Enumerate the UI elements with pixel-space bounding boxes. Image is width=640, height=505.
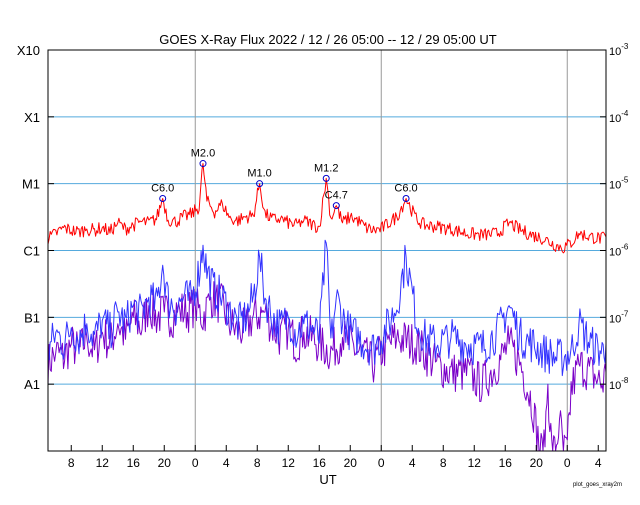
x-tick-label: 8 [254,456,261,470]
series-short_alt-line [47,281,607,452]
y-tick-label-right: 10-4 [609,109,629,125]
x-tick-label: 0 [564,456,571,470]
y-axis-ticks: X10 X1 M1 C1 B1 A1 10-3 10-4 10-5 10-6 10-7 10-8 [17,42,629,392]
flare-label: C6.0 [151,182,174,194]
y-tick-label-right: 10-3 [609,42,629,58]
day-boundary-lines [194,50,568,451]
flare-annotations: C6.0 M2.0 M1.0 M1.2 C4.7 C6.0 [151,148,418,210]
flare-marker [322,174,330,182]
series-lines [47,163,607,452]
x-tick-label: 12 [96,456,110,470]
x-tick-label: 4 [223,456,230,470]
x-tick-label: 20 [344,456,358,470]
y-tick-label-left: A1 [24,377,40,392]
flare-marker [402,194,410,202]
x-axis-label: UT [319,472,336,487]
x-tick-label: 0 [192,456,199,470]
y-tick-label-left: C1 [23,244,40,259]
x-tick-label: 20 [158,456,172,470]
x-tick-label: 4 [409,456,416,470]
y-tick-label-right: 10-5 [609,176,629,192]
x-tick-label: 20 [530,456,544,470]
flare-marker [199,160,207,168]
series-short-line [47,239,607,377]
y-tick-label-left: B1 [24,310,40,325]
y-tick-label-right: 10-6 [609,243,629,259]
flare-marker [159,194,167,202]
x-tick-label: 4 [595,456,602,470]
flare-marker [332,202,340,210]
flare-label: M1.0 [247,168,271,180]
y-tick-label-right: 10-7 [609,309,629,325]
footer-note: plot_goes_xray2m [573,482,622,488]
y-tick-label-left: M1 [22,177,40,192]
x-axis-ticks: 8 12 16 20 0 4 8 12 16 20 0 4 8 12 16 20 0 4 [68,445,602,470]
x-tick-label: 8 [68,456,75,470]
chart-title: GOES X-Ray Flux 2022 / 12 / 26 05:00 -- … [159,32,497,47]
x-tick-label: 12 [468,456,482,470]
flare-marker [256,180,264,188]
flare-label: M2.0 [191,148,215,160]
y-tick-label-left: X10 [17,43,40,58]
x-tick-label: 16 [499,456,513,470]
series-long-line [47,163,607,254]
x-tick-label: 16 [313,456,327,470]
x-tick-label: 8 [440,456,447,470]
y-tick-label-left: X1 [24,110,40,125]
flare-label: C4.7 [325,190,348,202]
x-tick-label: 16 [127,456,141,470]
flare-label: C6.0 [394,182,417,194]
flare-label: M1.2 [314,162,338,174]
x-tick-label: 0 [378,456,385,470]
x-tick-label: 12 [282,456,296,470]
y-tick-label-right: 10-8 [609,376,629,392]
